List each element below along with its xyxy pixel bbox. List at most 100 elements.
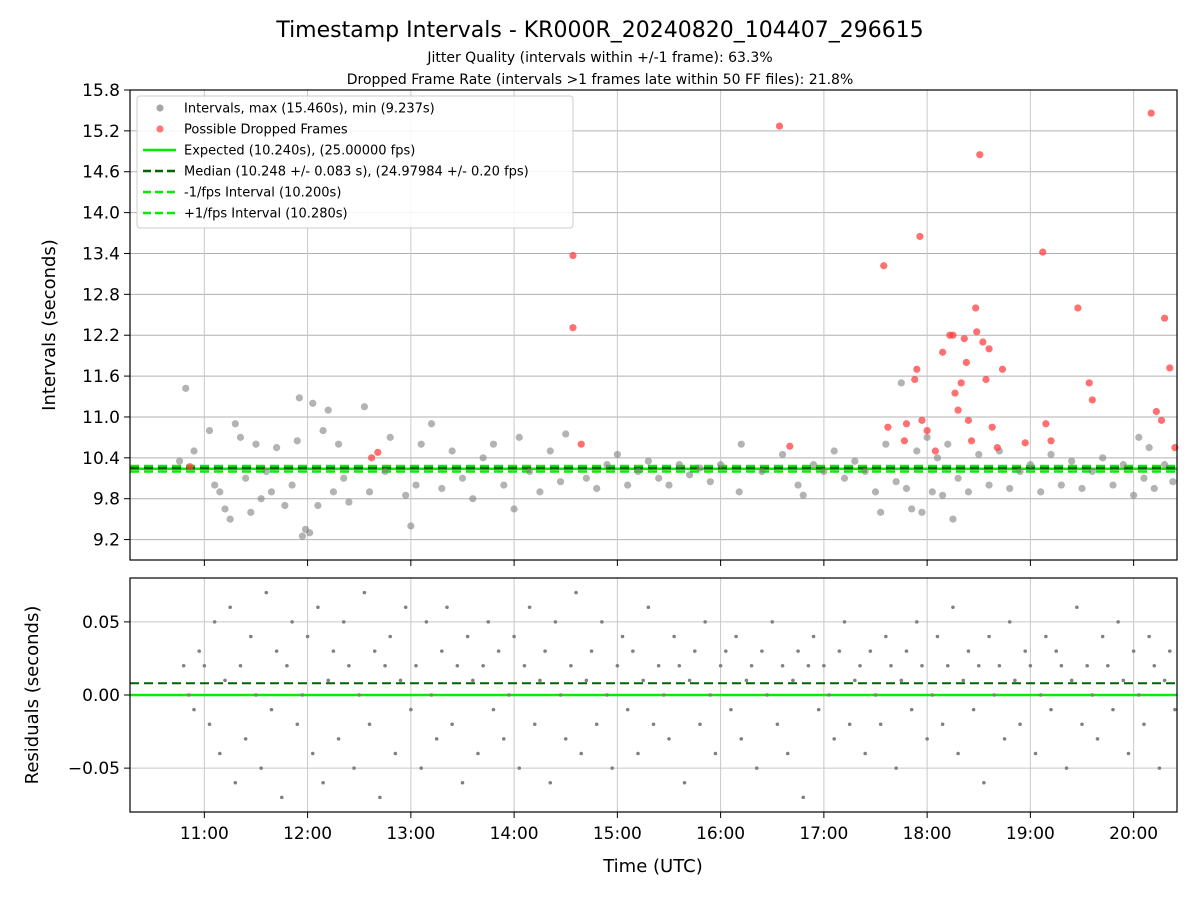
residual-point: [873, 693, 878, 697]
residual-point: [791, 678, 795, 683]
residual-point: [228, 605, 232, 610]
residual-point: [992, 693, 997, 697]
residual-point: [336, 737, 341, 741]
residual-point: [321, 780, 325, 785]
interval-point: [1150, 484, 1158, 493]
interval-point: [231, 420, 239, 428]
intervals-reference-lines: [130, 464, 1177, 473]
interval-point: [1130, 491, 1138, 499]
residual-point: [429, 693, 434, 697]
dropped-frame-point: [923, 426, 931, 435]
interval-point: [469, 495, 477, 503]
intervals-y-tick-label: 15.2: [82, 122, 120, 142]
residual-point: [723, 649, 728, 653]
residuals-y-tick-label: 0.00: [82, 686, 120, 706]
interval-point: [345, 498, 353, 506]
residual-point: [187, 693, 191, 697]
residual-point: [274, 649, 279, 653]
residual-point: [1173, 707, 1177, 712]
interval-point: [515, 433, 523, 441]
interval-point: [1135, 433, 1143, 441]
residual-point: [532, 722, 537, 727]
residual-point: [197, 649, 201, 653]
residual-point: [181, 663, 186, 668]
residual-point: [558, 693, 563, 697]
residual-point: [269, 707, 274, 712]
residual-point: [1013, 678, 1017, 683]
residual-point: [806, 663, 811, 668]
interval-point: [211, 481, 219, 489]
residual-point: [656, 663, 661, 668]
residual-point: [192, 707, 196, 712]
interval-point: [954, 474, 962, 482]
residual-point: [1126, 751, 1131, 756]
intervals-y-tick-label: 9.2: [93, 531, 120, 551]
residual-point: [693, 649, 697, 653]
residual-point: [362, 590, 367, 595]
residual-point: [594, 722, 599, 727]
x-tick-label: 11:00: [180, 824, 229, 844]
residual-point: [388, 634, 393, 639]
residual-point: [569, 663, 573, 668]
interval-point: [737, 440, 745, 448]
residual-point: [403, 605, 408, 610]
interval-point: [1161, 461, 1169, 469]
residual-point: [945, 663, 950, 668]
dropped-frame-point: [972, 304, 980, 312]
x-tick-label: 15:00: [593, 824, 642, 844]
interval-point: [1099, 454, 1107, 462]
residual-point: [863, 751, 867, 756]
interval-point: [295, 394, 303, 402]
residual-point: [1162, 678, 1167, 683]
x-tick-label: 18:00: [903, 824, 952, 844]
interval-point: [665, 481, 673, 489]
interval-point: [913, 447, 921, 455]
interval-point: [1088, 467, 1096, 476]
interval-point: [448, 447, 456, 455]
legend-box: [136, 95, 574, 229]
legend-label: Intervals, max (15.460s), min (9.237s): [184, 102, 435, 117]
dropped-frame-point: [1085, 379, 1093, 387]
interval-point: [402, 491, 410, 499]
residual-point: [718, 663, 723, 668]
residual-point: [1100, 634, 1105, 639]
interval-point: [1119, 461, 1127, 469]
residual-point: [290, 620, 294, 624]
residual-point: [1136, 693, 1141, 697]
x-tick-label: 12:00: [283, 824, 332, 844]
residual-point: [584, 678, 589, 683]
residual-point: [445, 605, 449, 610]
residual-point: [1002, 737, 1007, 741]
residual-point: [909, 707, 914, 712]
interval-point: [1078, 484, 1086, 493]
dropped-frame-point: [1021, 439, 1029, 447]
residual-point: [1157, 766, 1162, 770]
interval-point: [861, 467, 869, 476]
interval-point: [778, 450, 787, 459]
residual-point: [398, 678, 403, 683]
interval-point: [613, 450, 621, 459]
residual-point: [1167, 649, 1172, 653]
residual-point: [682, 780, 687, 785]
interval-point: [365, 488, 374, 496]
residual-point: [847, 722, 852, 727]
interval-point: [923, 433, 931, 441]
residual-point: [300, 693, 305, 697]
interval-point: [309, 399, 317, 407]
dropped-frame-point: [973, 328, 981, 336]
dropped-frame-point: [993, 444, 1001, 452]
dropped-frame-point: [979, 338, 987, 346]
residual-point: [708, 693, 713, 697]
interval-point: [1016, 467, 1024, 476]
residual-point: [264, 590, 269, 595]
interval-point: [1026, 461, 1034, 469]
residual-point: [347, 663, 351, 668]
x-tick-label: 20:00: [1109, 824, 1158, 844]
residual-point: [352, 766, 356, 770]
residual-point: [316, 605, 320, 610]
residual-point: [904, 649, 909, 653]
residual-point: [605, 693, 609, 697]
interval-point: [675, 461, 683, 469]
dropped-frame-point: [960, 335, 968, 343]
residual-point: [749, 663, 754, 668]
